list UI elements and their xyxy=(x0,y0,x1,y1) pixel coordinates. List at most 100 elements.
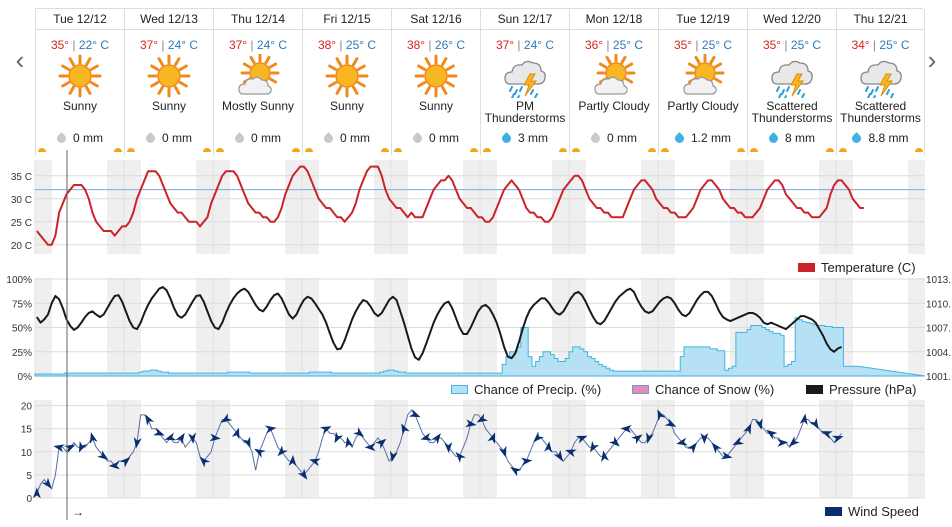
temp-separator: | xyxy=(781,38,791,52)
legend-precip-label: Chance of Precip. (%) xyxy=(474,382,602,397)
day-card[interactable]: Wed 12/13 37° | 24° C Sunny 0 mm xyxy=(124,9,213,155)
wind-direction-arrow xyxy=(133,437,142,449)
legend-snow-swatch xyxy=(632,385,649,394)
wind-direction-arrow xyxy=(32,487,41,499)
sunset-icon xyxy=(381,148,389,152)
night-band xyxy=(463,160,480,254)
legend-temperature-swatch xyxy=(798,263,815,272)
high-temp: 36° xyxy=(584,38,604,52)
wind-direction-arrow xyxy=(164,432,177,441)
day-temps: 38° | 25° C xyxy=(303,38,391,52)
sunset-icon xyxy=(737,148,745,152)
sunset-icon xyxy=(559,148,567,152)
night-band xyxy=(641,160,658,254)
wind-direction-arrow xyxy=(41,477,52,489)
wind-direction-arrow xyxy=(119,457,131,468)
night-band xyxy=(836,400,853,498)
night-band xyxy=(730,278,747,376)
low-temp: 26° C xyxy=(434,38,466,52)
temp-separator: | xyxy=(514,38,524,52)
sunrise-icon xyxy=(127,148,135,152)
day-temps: 38° | 26° C xyxy=(392,38,480,52)
precip-text: 0 mm xyxy=(162,131,192,145)
temp-tick-label: 35 C xyxy=(11,172,32,183)
day-card[interactable]: Thu 12/21 34° | 25° C Scattered Thunders… xyxy=(836,9,925,155)
legend-wind: Wind Speed xyxy=(825,504,919,519)
pressure-tick-label: 1013. xyxy=(926,275,951,286)
sunrise-icon xyxy=(750,148,758,152)
night-band xyxy=(747,278,764,376)
condition-text: Mostly Sunny xyxy=(221,99,295,113)
wind-direction-arrow xyxy=(657,409,666,422)
high-temp: 35° xyxy=(673,38,693,52)
wind-direction-arrow xyxy=(188,432,197,444)
low-temp: 24° C xyxy=(167,38,199,52)
night-band xyxy=(908,400,925,498)
day-card[interactable]: Tue 12/12 35° | 22° C Sunny 0 mm xyxy=(35,9,124,155)
night-band xyxy=(196,278,213,376)
condition-text: Scattered Thunderstorms xyxy=(840,99,921,125)
precip-amount: 0 mm xyxy=(36,131,124,145)
daily-forecast-strip: Tue 12/12 35° | 22° C Sunny 0 mm Wed 12/… xyxy=(35,8,925,155)
day-card[interactable]: Tue 12/19 35° | 25° C Partly Cloudy 1.2 … xyxy=(658,9,747,155)
wind-direction-arrow xyxy=(590,440,600,453)
night-band xyxy=(908,278,925,376)
sun-markers xyxy=(125,148,213,155)
day-card[interactable]: Mon 12/18 36° | 25° C Partly Cloudy 0 mm xyxy=(569,9,658,155)
sun-icon xyxy=(125,54,213,100)
day-card[interactable]: Wed 12/20 35° | 25° C Scattered Thunders… xyxy=(747,9,836,155)
wind-direction-arrow xyxy=(242,436,251,449)
day-temps: 35° | 22° C xyxy=(36,38,124,52)
previous-arrow-button[interactable]: ‹ xyxy=(15,45,25,75)
sun-markers xyxy=(570,148,658,155)
wind-direction-arrow xyxy=(646,432,654,444)
condition-text: Sunny xyxy=(329,99,365,113)
wind-tick-label: 5 xyxy=(26,471,32,482)
day-card[interactable]: Thu 12/14 37° | 24° C Mostly Sunny 0 mm xyxy=(213,9,302,155)
wind-direction-arrow xyxy=(264,425,277,434)
precip-amount: 0 mm xyxy=(125,131,213,145)
night-band xyxy=(124,400,141,498)
wind-tick-label: 10 xyxy=(21,448,33,459)
high-temp: 35° xyxy=(762,38,782,52)
temp-separator: | xyxy=(869,38,880,52)
night-band xyxy=(480,400,497,498)
wind-direction-arrow xyxy=(777,438,789,447)
wind-direction-arrow xyxy=(209,433,221,442)
precip-text: 8.8 mm xyxy=(868,131,909,145)
day-card[interactable]: Sat 12/16 38° | 26° C Sunny 0 mm xyxy=(391,9,480,155)
low-temp: 25° C xyxy=(612,38,644,52)
temp-separator: | xyxy=(158,38,168,52)
wind-direction-arrow xyxy=(288,455,297,467)
night-band xyxy=(35,278,52,376)
next-arrow-button[interactable]: › xyxy=(927,45,937,75)
temperature-line xyxy=(36,165,864,246)
day-card[interactable]: Fri 12/15 38° | 25° C Sunny 0 mm xyxy=(302,9,391,155)
night-band xyxy=(213,400,230,498)
blue-drop-icon xyxy=(767,132,780,145)
wind-direction-arrow xyxy=(533,431,544,443)
condition-text: Sunny xyxy=(62,99,98,113)
day-card[interactable]: Sun 12/17 37° | 24° C PM Thunderstorms 3… xyxy=(480,9,569,155)
pressure-line xyxy=(36,286,842,361)
pressure-tick-label: 1007. xyxy=(926,324,951,335)
wind-direction-arrow xyxy=(476,413,489,423)
day-name: Tue 12/12 xyxy=(36,9,124,30)
thunderstorm-icon xyxy=(748,54,836,101)
wind-tick-label: 20 xyxy=(21,402,33,413)
night-band xyxy=(124,160,141,254)
wind-direction-arrow xyxy=(510,467,522,477)
wind-direction-arrow xyxy=(63,444,76,454)
wind-direction-arrow xyxy=(766,429,778,440)
sunrise-icon xyxy=(572,148,580,152)
day-name: Thu 12/21 xyxy=(837,9,924,30)
day-name: Fri 12/15 xyxy=(303,9,391,30)
night-band xyxy=(569,160,586,254)
night-band xyxy=(641,400,658,498)
wind-direction-arrow xyxy=(444,441,453,454)
night-band xyxy=(819,160,836,254)
day-name: Wed 12/20 xyxy=(748,9,836,30)
night-band xyxy=(391,160,408,254)
gray-drop-icon xyxy=(322,132,335,145)
condition-text: Partly Cloudy xyxy=(578,99,650,113)
